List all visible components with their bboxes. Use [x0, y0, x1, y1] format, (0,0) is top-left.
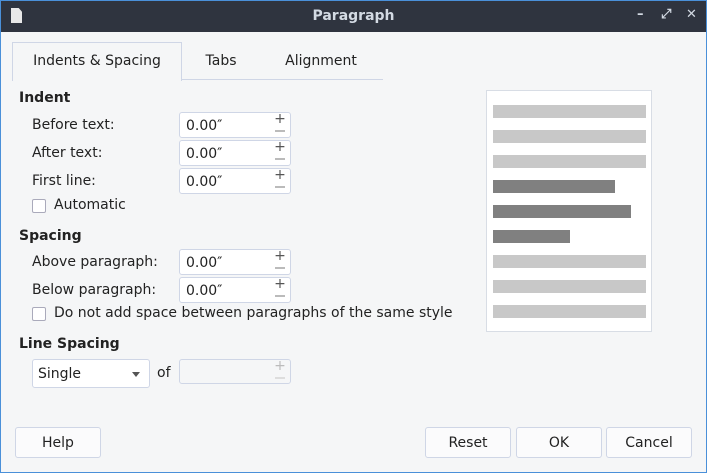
spin-buttons[interactable]: +	[274, 359, 286, 379]
spin-buttons[interactable]: +	[274, 112, 286, 132]
line-spacing-select[interactable]: Single	[32, 359, 150, 388]
spin-buttons[interactable]: +	[274, 277, 286, 297]
first-line-label: First line:	[32, 173, 96, 189]
after-text-value: 0.00″	[186, 146, 223, 162]
preview-line-current	[493, 205, 631, 218]
preview-line-context	[493, 155, 646, 168]
preview-line-context	[493, 305, 646, 318]
preview-line-context	[493, 280, 646, 293]
spacing-heading: Spacing	[19, 228, 82, 244]
below-paragraph-value: 0.00″	[186, 283, 223, 299]
document-icon	[11, 8, 22, 23]
spin-buttons[interactable]: +	[274, 140, 286, 160]
spin-buttons[interactable]: +	[274, 168, 286, 188]
window-title: Paragraph	[312, 8, 395, 24]
after-text-input[interactable]: 0.00″ +	[179, 140, 291, 166]
paragraph-preview	[486, 90, 652, 332]
of-label: of	[157, 365, 171, 381]
line-spacing-value-input[interactable]: +	[179, 359, 291, 384]
tab-indents-spacing[interactable]: Indents & Spacing	[12, 42, 182, 81]
line-spacing-heading: Line Spacing	[19, 336, 120, 352]
above-paragraph-input[interactable]: 0.00″ +	[179, 249, 291, 275]
tab-tabs[interactable]: Tabs	[205, 53, 237, 69]
preview-line-context	[493, 105, 646, 118]
before-text-value: 0.00″	[186, 118, 223, 134]
before-text-input[interactable]: 0.00″ +	[179, 112, 291, 138]
chevron-down-icon	[132, 372, 140, 377]
line-spacing-value: Single	[38, 366, 82, 382]
spin-buttons[interactable]: +	[274, 249, 286, 269]
minimize-button[interactable]: –	[637, 7, 644, 22]
close-button[interactable]: ✕	[686, 7, 697, 22]
below-paragraph-input[interactable]: 0.00″ +	[179, 277, 291, 303]
below-paragraph-label: Below paragraph:	[32, 282, 157, 298]
cancel-button[interactable]: Cancel	[606, 427, 692, 458]
tab-alignment[interactable]: Alignment	[285, 53, 357, 69]
preview-line-current	[493, 180, 616, 193]
automatic-label: Automatic	[54, 197, 126, 213]
above-paragraph-value: 0.00″	[186, 255, 223, 271]
first-line-value: 0.00″	[186, 174, 223, 190]
no-space-checkbox[interactable]	[32, 307, 46, 321]
above-paragraph-label: Above paragraph:	[32, 254, 158, 270]
title-bar: Paragraph – ⤢ ✕	[1, 1, 706, 32]
ok-button[interactable]: OK	[516, 427, 602, 458]
help-button[interactable]: Help	[15, 427, 101, 458]
preview-line-current	[493, 230, 570, 243]
preview-line-context	[493, 255, 646, 268]
first-line-input[interactable]: 0.00″ +	[179, 168, 291, 194]
before-text-label: Before text:	[32, 117, 115, 133]
reset-button[interactable]: Reset	[425, 427, 511, 458]
after-text-label: After text:	[32, 145, 103, 161]
indent-heading: Indent	[19, 90, 71, 106]
maximize-button[interactable]: ⤢	[661, 7, 672, 22]
automatic-checkbox[interactable]	[32, 199, 46, 213]
tab-divider	[182, 79, 383, 80]
no-space-label: Do not add space between paragraphs of t…	[54, 305, 453, 321]
preview-line-context	[493, 130, 646, 143]
